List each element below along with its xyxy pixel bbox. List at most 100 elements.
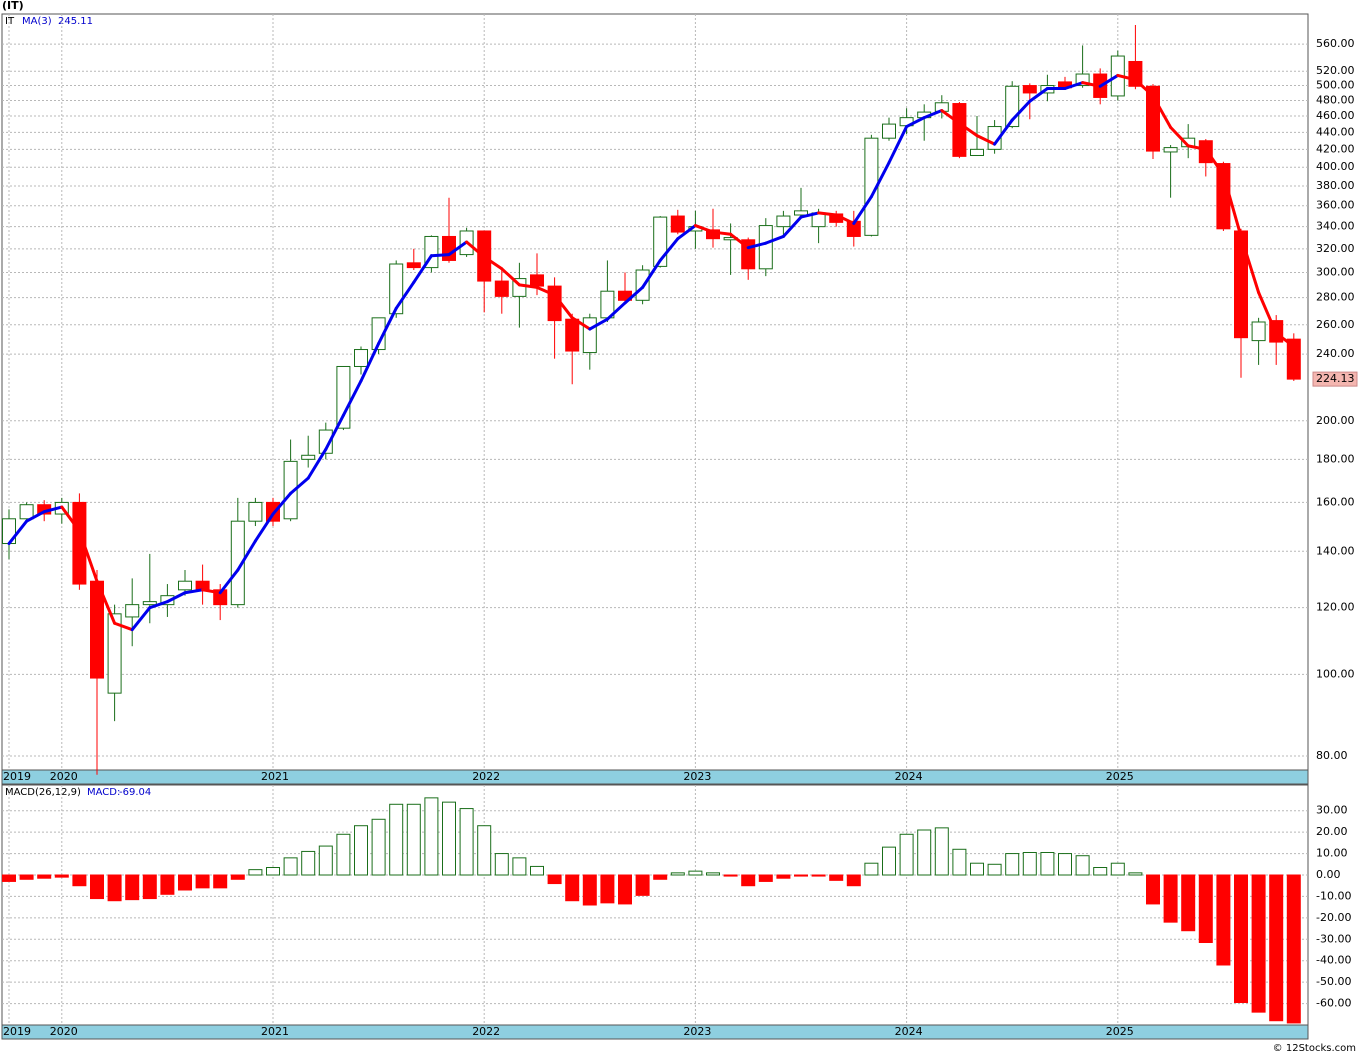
x-tick-label: 2020 [50,1025,78,1038]
ma-segment [1133,78,1155,98]
macd-bar [2,874,16,882]
ma-segment [1239,234,1261,294]
ma-segment [7,519,29,546]
macd-bar [371,818,386,876]
ma-segment [1274,331,1296,348]
y-tick-label: 340.00 [1316,220,1355,233]
y-tick-label: 300.00 [1316,265,1355,278]
candle-body [565,318,580,352]
ma-segment [306,447,328,480]
ma-segment [975,134,997,146]
ma-segment [869,161,891,199]
price-panel [1,13,1309,771]
macd-bar [1163,874,1178,923]
ma-segment [447,240,469,257]
ma-segment [148,600,169,610]
x-tick-label: 2021 [261,770,289,783]
y-tick-label: 120.00 [1316,601,1355,614]
y-tick-label: 180.00 [1316,452,1355,465]
candle-body [882,123,896,139]
macd-bar [1216,874,1231,966]
candle-body [758,225,773,270]
macd-bar [354,825,368,876]
macd-bar [899,833,914,876]
ma-segment [271,491,293,516]
macd-bar [389,803,404,876]
ma-segment [130,606,152,632]
date-band [1,769,1309,785]
ma-segment [1151,94,1173,129]
candle-body [107,613,122,694]
macd-bar [1128,872,1143,876]
ma-segment [1116,73,1137,82]
macd-bar [512,857,527,876]
candle-body [301,454,316,460]
ma-segment [852,195,873,225]
candle-body [142,601,157,606]
y-tick-label: 560.00 [1316,37,1355,50]
ma-segment [42,505,64,514]
ma-segment [588,317,609,331]
macd-bar [934,827,949,876]
x-tick-label: 2024 [895,770,923,783]
macd-bar [1005,853,1020,876]
macd-bar [758,874,773,882]
macd-bar [1146,874,1160,905]
ma-segment [1081,81,1102,88]
ma-segment [25,510,46,523]
macd-bar [477,825,492,876]
macd-bar [195,874,210,889]
macd-bar [653,874,668,880]
date-band [1,1024,1309,1040]
chart-title: (IT) [2,0,24,12]
y-tick-label: 200.00 [1316,414,1355,427]
candle-body [178,580,192,591]
ma-segment [500,267,521,287]
x-tick-label: 2021 [261,1025,289,1038]
y-tick-label: 420.00 [1316,142,1355,155]
y-tick-label: 30.00 [1316,804,1348,817]
macd-bar [882,846,896,876]
macd-bar [1181,874,1196,932]
macd-bar [494,853,509,876]
macd-bar [846,874,861,887]
macd-bar [917,829,932,876]
macd-bar [424,797,439,876]
ma-segment [676,224,697,241]
macd-bar [160,874,175,895]
y-tick-label: -40.00 [1316,954,1351,967]
candle-body [230,520,245,606]
ma-segment [253,512,275,543]
macd-bar [1198,874,1213,943]
macd-bar [864,862,879,876]
legend-ticker: IT [5,16,15,27]
ma-segment [359,342,381,383]
candle-body [1286,338,1301,380]
macd-bar [54,874,69,878]
ma-segment [746,241,768,250]
ma-segment [623,285,645,305]
macd-bar [635,874,650,896]
candle-body [125,604,140,618]
ma-segment [412,254,433,284]
y-tick-label: 380.00 [1316,179,1355,192]
ma-segment [658,237,680,262]
y-tick-label: 400.00 [1316,160,1355,173]
macd-bar [776,874,791,879]
macd-bar [1234,874,1248,1003]
y-tick-label: 140.00 [1316,544,1355,557]
macd-bar [530,865,544,876]
ma-segment [641,258,662,289]
macd-bar [600,874,615,904]
candle-body [1163,147,1178,153]
ma-segment [570,316,592,331]
macd-bar [1022,852,1037,876]
y-tick-label: 160.00 [1316,495,1355,508]
macd-bar [72,874,87,887]
y-tick-label: 0.00 [1316,868,1341,881]
macd-bar [811,874,826,877]
macd-legend-label: MACD: [87,787,120,798]
ma-segment [236,539,257,572]
ma-segment [781,215,803,238]
macd-bar [90,874,104,900]
